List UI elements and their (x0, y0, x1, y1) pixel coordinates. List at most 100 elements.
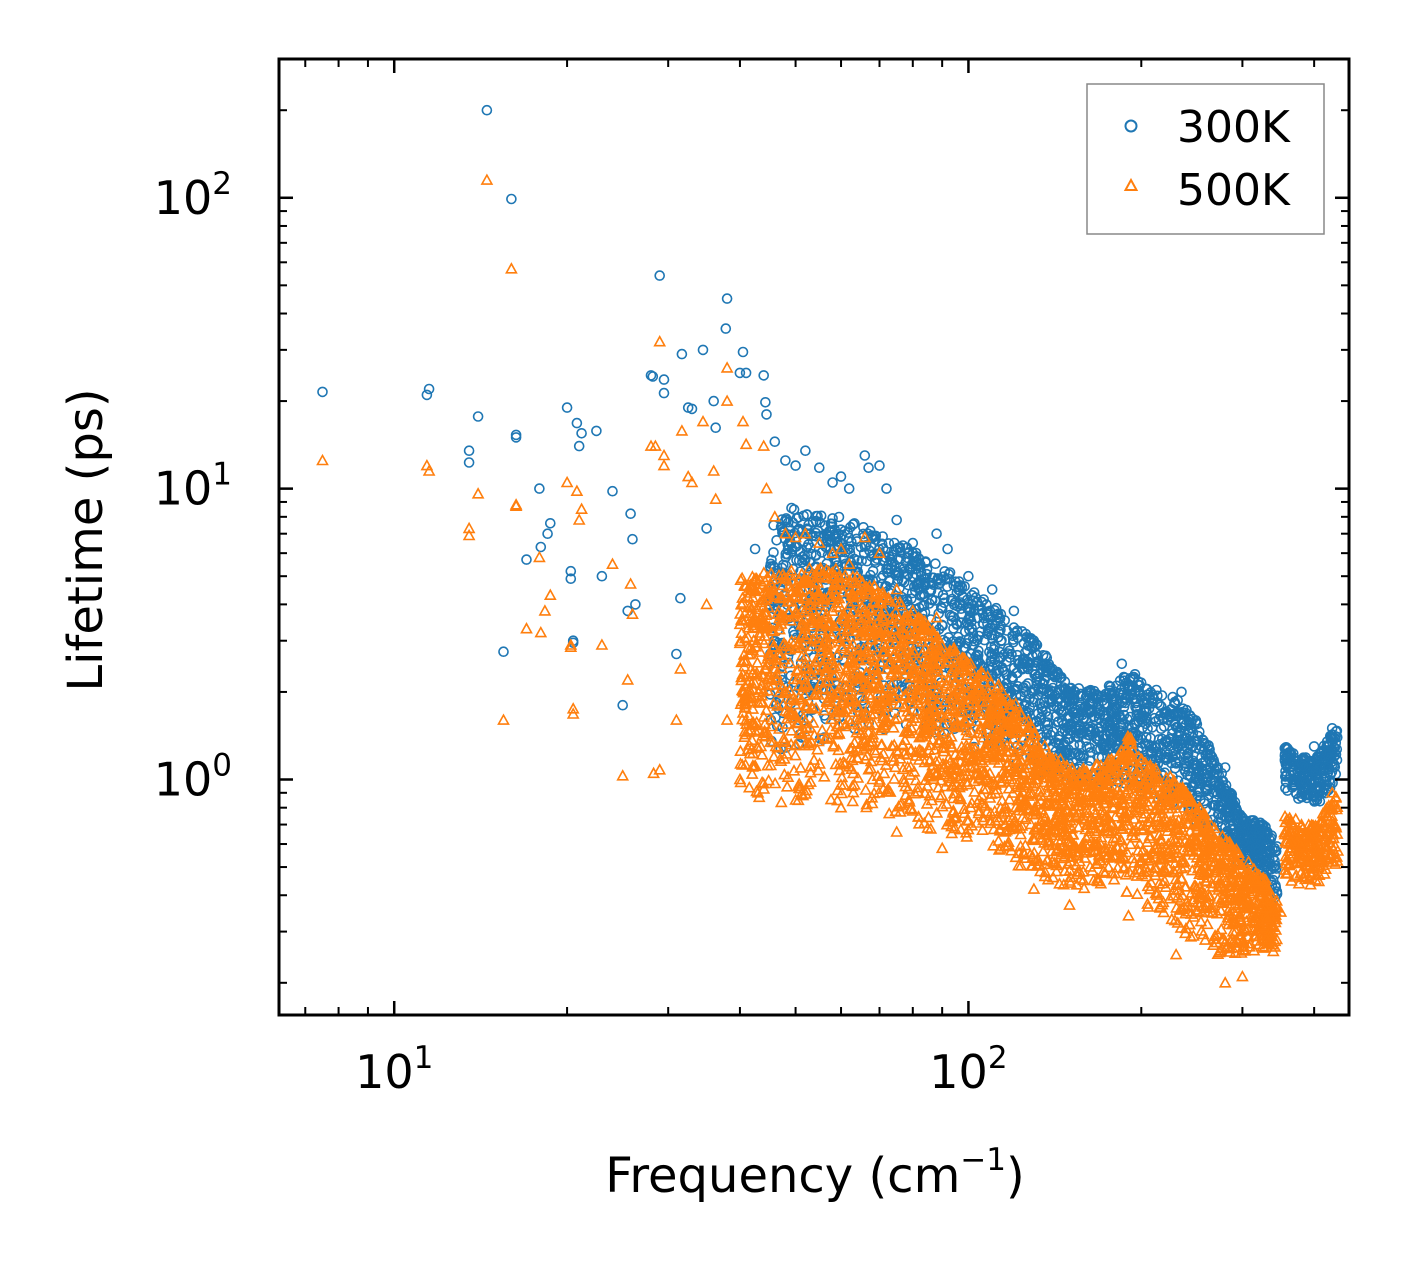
point-300K (971, 649, 983, 661)
point-300K (1180, 758, 1192, 770)
point-300K (463, 445, 475, 457)
point-500K (1231, 856, 1244, 869)
point-300K (676, 348, 688, 360)
point-300K (1008, 622, 1020, 633)
point-300K (1036, 682, 1047, 694)
point-300K (1056, 706, 1067, 718)
point-300K (1105, 726, 1116, 737)
point-300K (993, 612, 1005, 624)
point-300K (463, 457, 475, 468)
point-300K (510, 432, 522, 443)
point-300K (423, 383, 435, 395)
point-300K (1237, 819, 1248, 830)
point-500K (1086, 767, 1099, 779)
point-500K (1118, 811, 1132, 824)
point-300K (972, 655, 984, 666)
point-300K (987, 633, 998, 645)
point-500K (860, 665, 873, 678)
point-300K (1281, 770, 1292, 782)
point-300K (898, 563, 910, 574)
point-300K (992, 608, 1004, 620)
point-300K (1075, 721, 1086, 733)
point-300K (1180, 718, 1192, 730)
point-300K (1111, 702, 1122, 713)
point-300K (1237, 837, 1249, 848)
point-300K (1088, 693, 1099, 704)
point-300K (675, 592, 686, 604)
point-300K (1011, 667, 1022, 679)
point-500K (1041, 873, 1055, 885)
point-500K (1124, 837, 1137, 850)
point-300K (1091, 744, 1102, 755)
point-300K (1192, 730, 1204, 742)
point-500K (827, 740, 840, 752)
point-300K (890, 602, 902, 614)
point-300K (1137, 716, 1148, 728)
point-300K (957, 590, 968, 602)
point-300K (859, 450, 871, 461)
point-300K (1019, 686, 1030, 698)
point-300K (1148, 693, 1159, 704)
point-500K (738, 631, 752, 644)
point-300K (885, 554, 896, 565)
point-300K (654, 270, 666, 281)
point-500K (888, 712, 902, 725)
point-300K (1247, 834, 1259, 845)
point-500K (1038, 739, 1052, 751)
point-300K (1219, 797, 1230, 809)
point-300K (822, 536, 834, 548)
point-500K (811, 663, 825, 675)
point-300K (573, 440, 585, 452)
point-300K (1028, 635, 1040, 647)
point-500K (767, 750, 781, 762)
point-300K (1022, 663, 1034, 675)
point-300K (1221, 790, 1233, 802)
point-500K (1023, 786, 1036, 798)
point-300K (1156, 748, 1167, 760)
point-300K (841, 560, 853, 571)
point-300K (971, 634, 983, 646)
point-300K (942, 543, 953, 555)
point-300K (481, 104, 493, 116)
point-300K (1221, 811, 1232, 823)
point-300K (955, 597, 966, 608)
point-300K (962, 613, 974, 625)
point-300K (1120, 677, 1132, 689)
point-300K (962, 601, 974, 613)
point-300K (1143, 739, 1155, 751)
point-300K (617, 699, 629, 711)
point-300K (814, 517, 826, 528)
point-300K (819, 710, 830, 721)
point-300K (1153, 713, 1165, 725)
point-300K (877, 531, 889, 542)
point-300K (720, 323, 732, 334)
point-500K (817, 703, 831, 716)
point-500K (1014, 839, 1027, 852)
point-300K (1332, 731, 1343, 743)
point-300K (977, 607, 988, 619)
point-300K (937, 620, 948, 632)
point-300K (1319, 761, 1331, 773)
point-300K (923, 598, 935, 609)
point-300K (843, 483, 855, 494)
point-300K (1265, 832, 1277, 844)
point-300K (865, 540, 877, 552)
point-500K (898, 733, 912, 746)
point-500K (911, 780, 925, 793)
point-300K (936, 603, 948, 614)
point-300K (1178, 763, 1190, 775)
point-300K (916, 589, 928, 601)
point-300K (1109, 686, 1121, 698)
point-500K (772, 568, 786, 581)
point-500K (918, 786, 932, 799)
point-300K (1185, 735, 1196, 747)
point-300K (1129, 668, 1141, 680)
point-300K (421, 389, 433, 401)
point-300K (1219, 762, 1231, 773)
point-500K (804, 775, 817, 787)
point-500K (759, 703, 773, 716)
point-300K (963, 570, 974, 582)
point-300K (867, 565, 879, 577)
point-300K (1092, 734, 1103, 745)
point-300K (1116, 658, 1128, 670)
